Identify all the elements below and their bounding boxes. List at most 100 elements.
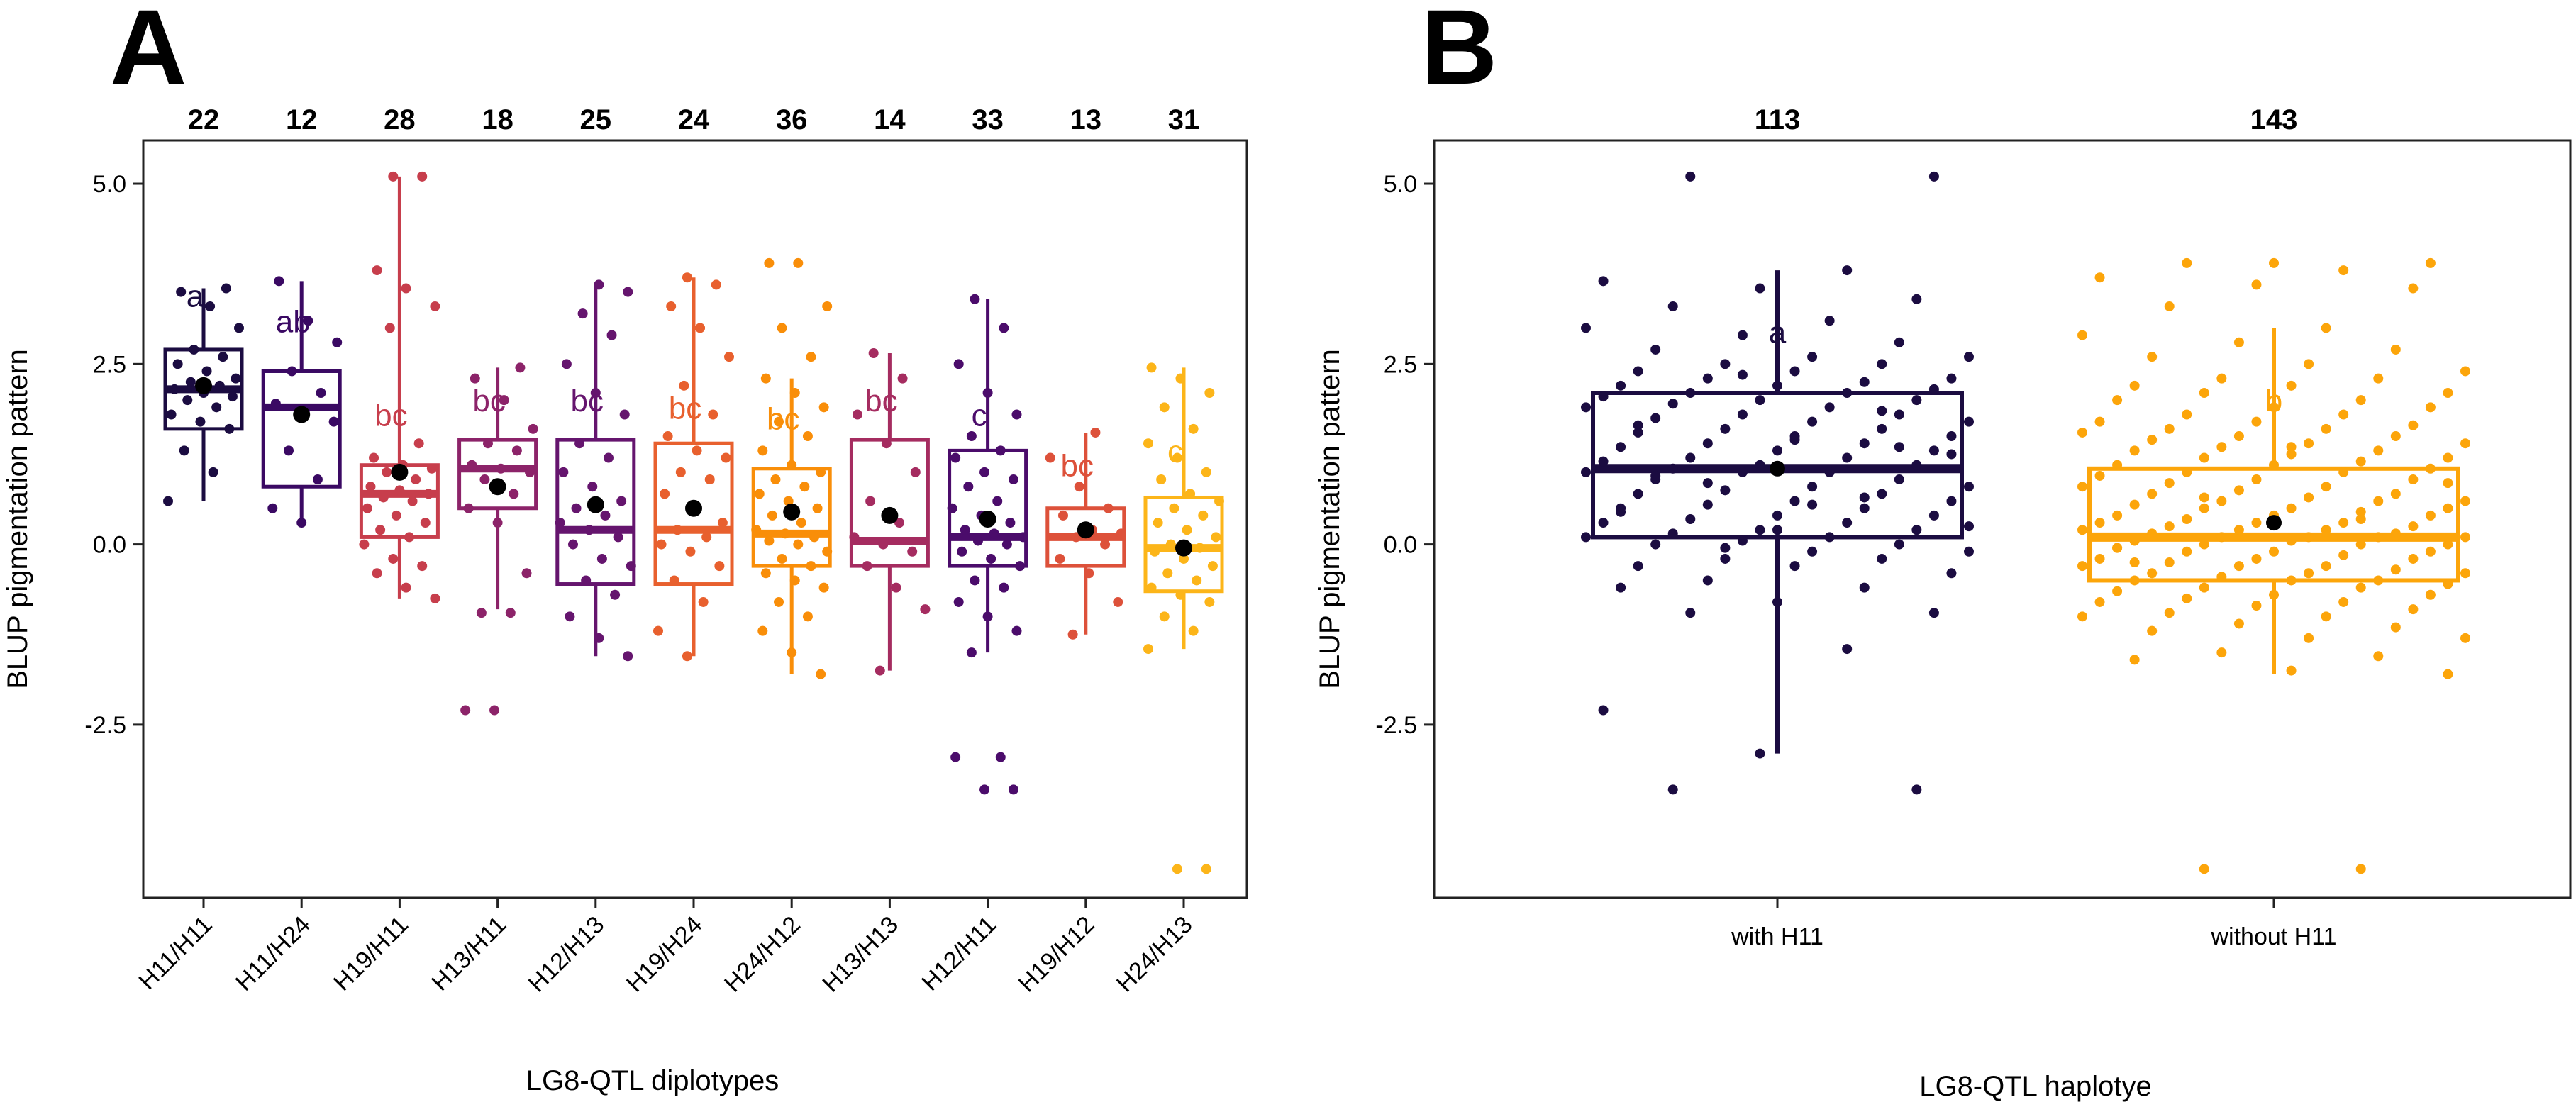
data-point [1188, 423, 1199, 434]
data-point [423, 489, 434, 499]
data-point [881, 438, 892, 449]
data-point [1211, 532, 1221, 543]
data-point [231, 373, 241, 384]
data-point [2425, 510, 2436, 521]
x-tick-label: H24/H13 [1111, 911, 1198, 998]
data-point [489, 705, 500, 716]
data-point [682, 651, 692, 662]
data-point [1001, 539, 1012, 550]
data-point [499, 395, 509, 406]
data-point [626, 561, 636, 572]
mean-marker [1770, 460, 1785, 477]
panel-b: B 5.0 2.5 0.0 -2.5 113 with H11 a 143 without H1… [1314, 0, 2572, 1102]
data-point [852, 409, 862, 420]
data-point [1946, 373, 1957, 384]
data-point [1702, 499, 1713, 510]
data-point [2321, 323, 2331, 333]
mean-marker [2266, 515, 2282, 531]
data-point [1667, 463, 1678, 474]
data-point [2355, 395, 2366, 406]
data-point [2269, 257, 2279, 268]
data-point [2094, 272, 2105, 283]
data-point [685, 546, 696, 557]
data-point [660, 489, 670, 499]
data-point [411, 474, 421, 485]
data-point [2251, 474, 2262, 485]
significance-letter: bc [767, 402, 799, 437]
data-point [2164, 478, 2175, 489]
data-point [1084, 568, 1094, 579]
data-point [296, 518, 307, 528]
data-point [1667, 784, 1678, 795]
data-point [2355, 582, 2366, 593]
group-count: 25 [580, 104, 612, 135]
data-point [2112, 395, 2123, 406]
data-point [2094, 518, 2105, 528]
data-point [1772, 525, 1782, 535]
significance-letter: bc [1061, 449, 1094, 484]
data-point [201, 366, 212, 377]
mean-marker [881, 506, 899, 524]
group-count: 143 [2250, 104, 2298, 135]
data-point [1842, 452, 1853, 463]
data-point [2425, 546, 2436, 557]
data-point [182, 395, 193, 406]
data-point [505, 608, 516, 618]
data-point [1824, 467, 1835, 477]
data-point [1772, 596, 1782, 607]
data-point [780, 528, 791, 539]
data-point [581, 575, 592, 586]
data-point [2129, 655, 2140, 665]
data-point [1928, 510, 1939, 521]
data-point [1633, 561, 1643, 572]
data-point [2355, 506, 2366, 517]
data-point [1074, 482, 1084, 492]
data-point [1928, 445, 1939, 456]
data-point [267, 503, 278, 513]
data-point [1755, 525, 1765, 535]
data-point [2251, 601, 2262, 611]
data-point [708, 409, 718, 420]
group-count: 31 [1168, 104, 1200, 135]
x-tick-label: with H11 [1731, 923, 1823, 950]
data-point [1100, 539, 1111, 550]
x-tick-label: H12/H13 [523, 911, 610, 998]
data-point [672, 525, 683, 535]
data-point [2460, 532, 2470, 543]
data-point [1201, 864, 1211, 874]
data-point [2147, 489, 2158, 499]
data-point [802, 611, 813, 622]
data-point [214, 380, 225, 391]
group-count: 13 [1070, 104, 1102, 135]
data-point [185, 377, 196, 387]
data-point [208, 467, 218, 477]
data-point [1194, 543, 1205, 553]
data-point [2233, 618, 2244, 629]
data-point [1789, 496, 1800, 506]
data-point [2443, 539, 2453, 550]
data-point [1616, 506, 1626, 517]
data-point [1055, 553, 1065, 564]
data-point [1116, 528, 1126, 539]
data-point [189, 344, 199, 355]
data-point [417, 171, 428, 182]
data-point [1685, 514, 1696, 524]
data-point [1964, 416, 1974, 427]
data-point [822, 301, 833, 311]
data-point [2269, 402, 2279, 413]
data-point [704, 474, 715, 485]
data-point [982, 388, 993, 398]
data-point [692, 445, 702, 456]
data-point [2216, 496, 2227, 506]
data-point [1911, 525, 1922, 535]
data-point [966, 431, 977, 442]
data-point [1772, 380, 1782, 391]
data-point [2321, 423, 2331, 434]
data-point [2233, 431, 2244, 442]
data-point [2408, 604, 2419, 615]
data-point [1143, 644, 1153, 655]
data-point [754, 489, 765, 499]
data-point [2304, 532, 2314, 543]
data-point [2425, 402, 2436, 413]
data-point [2286, 535, 2297, 546]
